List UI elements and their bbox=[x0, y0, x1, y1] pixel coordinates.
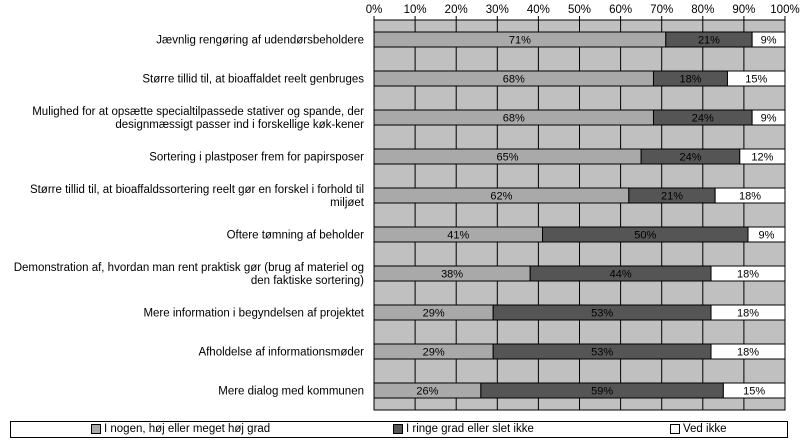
bar-value-label: 62% bbox=[490, 191, 512, 203]
bar-segment bbox=[726, 70, 786, 87]
bars: 71% 21% 9% 68% 18% 15% 68% 24% 9% 65% 24% 12% 62% 21%… bbox=[373, 31, 786, 399]
bar-segment bbox=[739, 148, 786, 165]
bar-value-label: 26% bbox=[416, 386, 438, 398]
category-label-line: Jævnlig rengøring af udendørsbeholdere bbox=[156, 35, 364, 47]
x-tick-label: 60% bbox=[609, 4, 632, 16]
bar-value-label: 18% bbox=[679, 74, 701, 86]
x-tick-label: 30% bbox=[486, 4, 509, 16]
bar-value-label: 18% bbox=[739, 191, 761, 203]
category-labels: Jævnlig rengøring af udendørsbeholdere St… bbox=[14, 35, 365, 398]
x-tick-label: 50% bbox=[568, 4, 591, 16]
legend-item-some-high: I nogen, høj eller meget høj grad bbox=[91, 423, 270, 435]
legend-swatch-white bbox=[670, 424, 680, 434]
x-axis-ticks: 0% 10% 20% 30% 40% 50% 60% 70% 80% 90% 100% bbox=[366, 4, 800, 20]
bar-value-label: 65% bbox=[497, 152, 519, 164]
bar-segment bbox=[751, 31, 786, 48]
category-label-line: designmæssigt passer ind i forskellige k… bbox=[115, 119, 364, 131]
bar-value-label: 59% bbox=[591, 386, 613, 398]
bar-value-label: 9% bbox=[761, 113, 777, 125]
bar-value-label: 53% bbox=[591, 308, 613, 320]
category-label-line: Afholdelse af informationsmøder bbox=[198, 347, 364, 359]
bar-value-label: 68% bbox=[503, 113, 525, 125]
category-label: Mulighed for at opsætte specialtilpassed… bbox=[32, 106, 364, 131]
x-tick-label: 80% bbox=[691, 4, 714, 16]
legend-item-low: I ringe grad eller slet ikke bbox=[393, 423, 534, 435]
bar-value-label: 38% bbox=[441, 269, 463, 281]
category-label: Større tillid til, at bioaffaldet reelt … bbox=[142, 74, 364, 86]
bar-value-label: 71% bbox=[509, 35, 531, 47]
bar-value-label: 15% bbox=[743, 386, 765, 398]
category-label-line: Oftere tømning af beholder bbox=[227, 230, 365, 242]
bar-value-label: 21% bbox=[661, 191, 683, 203]
legend-swatch-light-gray bbox=[91, 424, 101, 434]
category-label-line: Større tillid til, at bioaffaldet reelt … bbox=[142, 74, 364, 86]
legend-label: Ved ikke bbox=[683, 423, 727, 435]
bar-segment bbox=[710, 265, 786, 282]
x-tick-label: 100% bbox=[770, 4, 799, 16]
x-tick-label: 10% bbox=[404, 4, 427, 16]
category-label: Større tillid til, at bioaffaldssorterin… bbox=[30, 184, 365, 209]
bar-value-label: 12% bbox=[751, 152, 773, 164]
bar-segment bbox=[714, 187, 786, 204]
bar-segment bbox=[722, 382, 786, 399]
category-label: Mere information i begyndelsen af projek… bbox=[143, 308, 364, 320]
category-label-line: Demonstration af, hvordan man rent prakt… bbox=[14, 262, 364, 274]
bar-value-label: 41% bbox=[447, 230, 469, 242]
bar-value-label: 18% bbox=[737, 347, 759, 359]
category-label: Demonstration af, hvordan man rent prakt… bbox=[14, 262, 364, 287]
category-label-line: den faktiske sortering) bbox=[251, 275, 364, 287]
bar-value-label: 29% bbox=[423, 347, 445, 359]
bar-value-label: 44% bbox=[610, 269, 632, 281]
category-label-line: Mulighed for at opsætte specialtilpassed… bbox=[32, 106, 364, 118]
category-label: Mere dialog med kommunen bbox=[218, 386, 364, 398]
legend-label: I ringe grad eller slet ikke bbox=[406, 423, 534, 435]
category-label: Sortering i plastposer frem for papirspo… bbox=[149, 152, 364, 164]
x-tick-label: 90% bbox=[732, 4, 755, 16]
bar-value-label: 9% bbox=[761, 35, 777, 47]
legend-swatch-dark-gray bbox=[393, 424, 403, 434]
category-label-line: Mere dialog med kommunen bbox=[218, 386, 364, 398]
bar-value-label: 15% bbox=[745, 74, 767, 86]
legend-label: I nogen, høj eller meget høj grad bbox=[104, 423, 271, 435]
category-label-line: Mere information i begyndelsen af projek… bbox=[143, 308, 364, 320]
bar-value-label: 9% bbox=[759, 230, 775, 242]
x-tick-label: 0% bbox=[366, 4, 383, 16]
legend: I nogen, høj eller meget høj grad I ring… bbox=[10, 421, 788, 438]
category-label-line: miljøet bbox=[330, 197, 365, 209]
stacked-bar-chart: 0% 10% 20% 30% 40% 50% 60% 70% 80% 90% 100% 71% 21%… bbox=[14, 4, 800, 411]
x-tick-label: 20% bbox=[445, 4, 468, 16]
bar-value-label: 50% bbox=[634, 230, 656, 242]
bar-segment bbox=[747, 226, 786, 243]
bar-segment bbox=[751, 109, 786, 126]
bar-value-label: 53% bbox=[591, 347, 613, 359]
bar-value-label: 24% bbox=[692, 113, 714, 125]
bar-segment bbox=[710, 343, 786, 360]
category-label-line: Større tillid til, at bioaffaldssorterin… bbox=[30, 184, 364, 196]
bar-segment bbox=[710, 304, 786, 321]
bar-value-label: 21% bbox=[698, 35, 720, 47]
x-tick-label: 40% bbox=[527, 4, 550, 16]
category-label: Oftere tømning af beholder bbox=[227, 230, 365, 242]
bar-value-label: 18% bbox=[737, 269, 759, 281]
legend-item-dont-know: Ved ikke bbox=[670, 423, 726, 435]
category-label: Jævnlig rengøring af udendørsbeholdere bbox=[156, 35, 364, 47]
bar-value-label: 24% bbox=[679, 152, 701, 164]
bar-value-label: 68% bbox=[503, 74, 525, 86]
category-label: Afholdelse af informationsmøder bbox=[198, 347, 364, 359]
bar-value-label: 18% bbox=[737, 308, 759, 320]
x-tick-label: 70% bbox=[650, 4, 673, 16]
bar-value-label: 29% bbox=[423, 308, 445, 320]
category-label-line: Sortering i plastposer frem for papirspo… bbox=[149, 152, 364, 164]
